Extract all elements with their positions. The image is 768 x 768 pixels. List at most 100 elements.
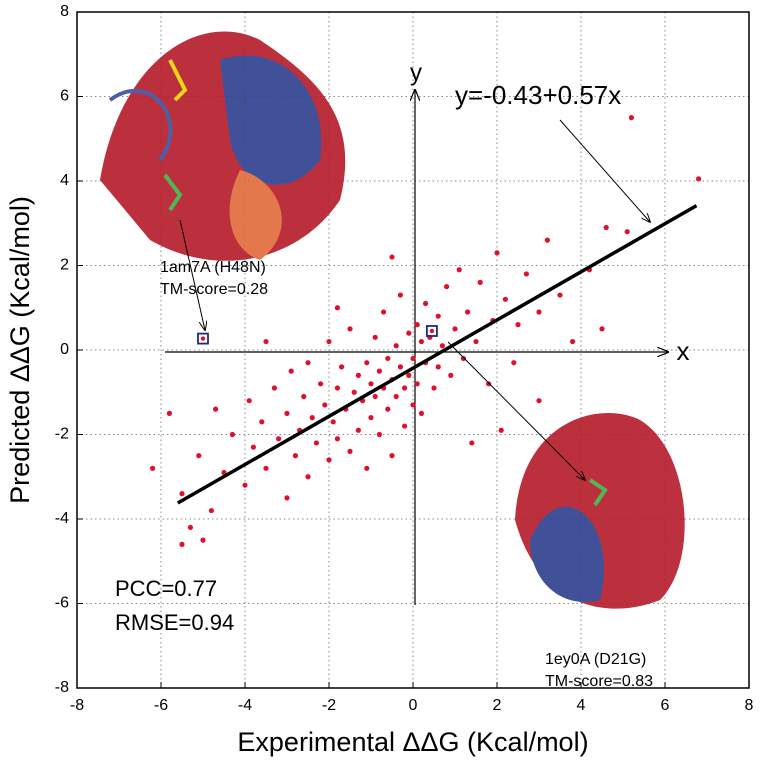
- point: [406, 330, 412, 336]
- point: [334, 385, 340, 391]
- point: [187, 524, 193, 531]
- point: [368, 415, 374, 421]
- y-tick-label: 4: [60, 172, 69, 189]
- point: [284, 495, 290, 501]
- point: [414, 322, 420, 328]
- point: [259, 419, 265, 425]
- point: [213, 406, 219, 412]
- point: [456, 267, 462, 273]
- point: [313, 440, 319, 446]
- point: [347, 326, 353, 332]
- point: [309, 415, 315, 421]
- point: [536, 398, 542, 404]
- x-tick-label: 6: [661, 697, 670, 714]
- point: [431, 385, 437, 391]
- point: [246, 398, 252, 404]
- annotation-arrow: [179, 219, 205, 330]
- point: [494, 250, 500, 256]
- highlight-point: [200, 336, 206, 341]
- point: [397, 292, 403, 298]
- point: [334, 305, 340, 311]
- point: [276, 436, 282, 442]
- point: [292, 453, 298, 459]
- point: [624, 229, 630, 235]
- point: [322, 402, 328, 408]
- point: [511, 360, 517, 366]
- annotation-arrow: [559, 119, 650, 222]
- y-tick-label: 8: [60, 3, 69, 20]
- point: [150, 465, 156, 471]
- point: [523, 271, 530, 277]
- point: [389, 453, 395, 459]
- point: [326, 338, 332, 345]
- point: [444, 284, 450, 290]
- point: [305, 360, 311, 366]
- point: [696, 176, 702, 182]
- point: [381, 309, 387, 315]
- point: [502, 296, 508, 302]
- highlight-box: [197, 332, 209, 345]
- y-tick-label: -4: [55, 510, 69, 527]
- annotation-arrow: [447, 341, 585, 480]
- point: [557, 292, 563, 298]
- annotation: TM-score=0.83: [545, 673, 653, 690]
- point: [347, 448, 353, 454]
- point: [263, 465, 269, 471]
- y-tick-label: -6: [55, 595, 69, 612]
- point: [263, 338, 269, 345]
- annotation: PCC=0.77: [115, 576, 217, 601]
- point: [250, 444, 256, 450]
- point: [515, 322, 521, 328]
- point: [284, 410, 290, 416]
- point: [418, 410, 424, 416]
- point: [418, 338, 424, 345]
- highlight-point: [429, 328, 435, 334]
- point: [410, 402, 416, 408]
- point: [376, 368, 382, 374]
- point: [179, 491, 185, 497]
- point: [355, 372, 361, 378]
- point: [179, 541, 185, 547]
- point: [486, 381, 492, 387]
- point: [326, 457, 332, 463]
- point: [242, 482, 248, 488]
- point: [414, 381, 420, 387]
- point: [397, 364, 403, 370]
- point: [544, 237, 551, 243]
- point: [318, 381, 324, 387]
- point: [334, 436, 340, 442]
- plot-frame: [76, 11, 750, 689]
- point: [473, 338, 479, 345]
- protein-structure-1ey0A: [515, 413, 685, 609]
- x-tick-label: -6: [154, 697, 168, 714]
- y-tick-label: 2: [60, 257, 69, 274]
- point: [166, 410, 172, 416]
- point: [288, 368, 294, 374]
- point: [423, 300, 429, 307]
- point: [372, 334, 378, 340]
- point: [271, 385, 277, 391]
- fit-line: [176, 204, 698, 505]
- point: [389, 254, 395, 260]
- x-tick-label: -4: [238, 697, 252, 714]
- point: [439, 343, 445, 349]
- y-tick-label: 0: [60, 341, 69, 358]
- annotation: RMSE=0.94: [115, 610, 234, 635]
- highlight-box: [425, 325, 438, 337]
- point: [469, 440, 475, 446]
- point: [435, 364, 441, 370]
- point: [393, 393, 399, 400]
- point: [402, 423, 408, 429]
- annotation: TM-score=0.28: [160, 281, 268, 298]
- annotation: 1am7A (H48N): [160, 259, 266, 276]
- point: [465, 309, 471, 315]
- point: [301, 393, 307, 400]
- point: [385, 355, 391, 362]
- point: [200, 537, 206, 543]
- point: [477, 279, 483, 285]
- x-tick-label: 2: [493, 697, 502, 714]
- x-axis-label: Experimental ΔΔG (Kcal/mol): [237, 727, 588, 757]
- point: [448, 372, 454, 378]
- annotation: 1ey0A (D21G): [545, 651, 646, 668]
- annotation: y: [410, 59, 422, 86]
